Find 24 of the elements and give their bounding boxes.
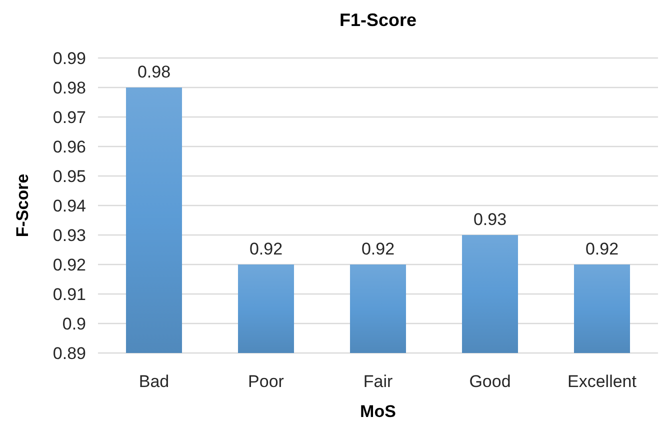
- x-tick-label: Poor: [248, 372, 284, 391]
- y-tick-label: 0.95: [52, 166, 86, 186]
- x-tick-label: Fair: [363, 372, 393, 391]
- data-label: 0.93: [473, 210, 507, 229]
- y-tick-label: 0.93: [52, 226, 86, 245]
- y-tick-label: 0.94: [52, 196, 86, 216]
- y-tick-label: 0.9: [62, 314, 86, 334]
- y-tick-label: 0.89: [52, 344, 86, 363]
- x-tick-label: Good: [469, 372, 511, 391]
- y-axis-title: F-Score: [13, 174, 32, 238]
- data-label: 0.92: [361, 240, 395, 258]
- chart-title: F1-Score: [339, 10, 417, 30]
- x-tick-label: Bad: [138, 372, 170, 391]
- data-label: 0.92: [249, 240, 283, 258]
- y-tick-label: 0.99: [52, 48, 86, 68]
- y-tick-label: 0.97: [52, 108, 86, 127]
- data-label: 0.98: [137, 62, 171, 82]
- x-axis-title: MoS: [360, 402, 396, 421]
- x-tick-label: Excellent: [568, 372, 637, 391]
- y-tick-label: 0.92: [52, 255, 86, 274]
- y-tick-label: 0.91: [52, 284, 86, 304]
- y-tick-label: 0.96: [52, 137, 86, 156]
- y-tick-label: 0.98: [52, 78, 86, 98]
- data-label: 0.92: [585, 240, 619, 258]
